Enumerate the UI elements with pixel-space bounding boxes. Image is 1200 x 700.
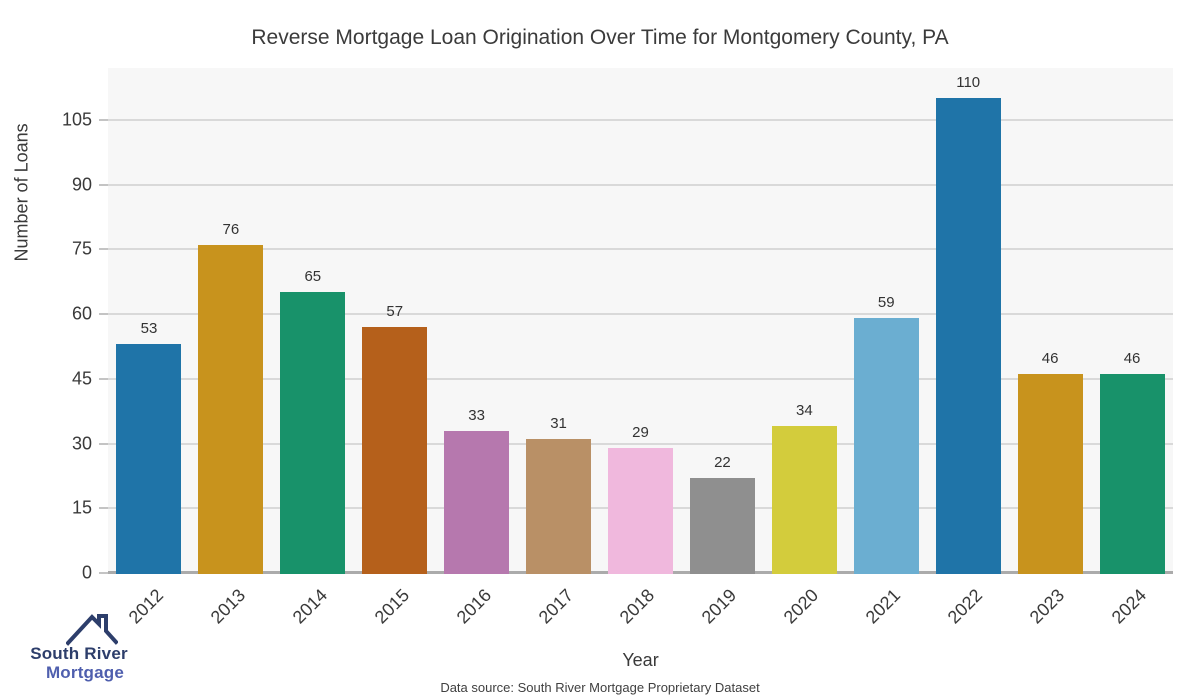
- y-tick-mark-45: [99, 377, 108, 380]
- y-tick-mark-105: [99, 118, 108, 121]
- bar-2023: [1017, 374, 1083, 574]
- bar-2016: [444, 430, 510, 574]
- bar-2013: [198, 244, 264, 574]
- gridline-y-90: [108, 183, 1173, 186]
- chart-title: Reverse Mortgage Loan Origination Over T…: [251, 26, 949, 49]
- x-tick-label-2024: 2024: [1107, 585, 1151, 628]
- bar-value-label-2016: 33: [468, 406, 485, 424]
- y-tick-mark-75: [99, 248, 108, 251]
- y-tick-label-75: 75: [71, 238, 92, 259]
- plot-area: 53 76 65 57 33 31 29 22 34 59 110 46 46: [108, 68, 1173, 574]
- y-tick-mark-60: [99, 313, 108, 316]
- data-source-note: Data source: South River Mortgage Propri…: [440, 680, 760, 695]
- gridline-y-105: [108, 118, 1173, 121]
- bar-value-label-2017: 31: [550, 415, 567, 433]
- y-tick-label-90: 90: [71, 174, 92, 195]
- bar-value-label-2019: 22: [714, 454, 731, 472]
- x-tick-label-2022: 2022: [943, 585, 987, 628]
- x-tick-label-2016: 2016: [452, 585, 495, 628]
- y-tick-mark-0: [99, 572, 108, 574]
- logo-text-line1: South River: [30, 644, 128, 663]
- bar-2012: [116, 344, 182, 574]
- y-tick-label-45: 45: [71, 368, 92, 389]
- y-tick-label-15: 15: [71, 497, 92, 518]
- x-tick-label-2023: 2023: [1025, 585, 1069, 628]
- y-tick-mark-90: [99, 183, 108, 186]
- bar-value-label-2022: 110: [956, 74, 981, 92]
- gridline-y-30: [108, 442, 1173, 445]
- x-tick-label-2014: 2014: [288, 585, 331, 628]
- y-tick-mark-15: [99, 507, 108, 510]
- x-tick-label-2020: 2020: [780, 585, 823, 628]
- x-tick-label-2018: 2018: [616, 585, 659, 628]
- gridline-y-45: [108, 377, 1173, 380]
- bar-2024: [1099, 374, 1165, 574]
- x-tick-label-2019: 2019: [698, 585, 741, 628]
- bar-2014: [280, 292, 346, 574]
- bar-2021: [853, 318, 919, 574]
- bar-2022: [935, 98, 1001, 574]
- gridline-y-60: [108, 313, 1173, 316]
- bar-value-label-2018: 29: [632, 423, 649, 441]
- y-axis-title: Number of Loans: [11, 123, 32, 262]
- y-tick-label-30: 30: [71, 433, 92, 453]
- x-tick-label-2015: 2015: [370, 585, 413, 628]
- bar-value-label-2014: 65: [304, 268, 322, 286]
- bar-value-label-2012: 53: [140, 320, 158, 338]
- bar-value-label-2015: 57: [386, 302, 404, 320]
- south-river-mortgage-logo: South River Mortgage: [14, 608, 144, 690]
- bar-value-label-2024: 46: [1123, 350, 1141, 368]
- bar-2017: [526, 439, 592, 574]
- logo-text-line2: Mortgage: [45, 663, 125, 682]
- bar-value-label-2013: 76: [222, 220, 240, 238]
- bar-2015: [362, 326, 428, 574]
- house-roof-icon: [66, 614, 118, 646]
- x-tick-label-2021: 2021: [861, 585, 905, 628]
- x-tick-label-2017: 2017: [534, 585, 577, 628]
- y-tick-label-105: 105: [61, 109, 92, 130]
- y-tick-label-0: 0: [81, 562, 92, 583]
- bar-value-label-2021: 59: [877, 294, 895, 312]
- bar-2020: [771, 426, 837, 574]
- x-tick-label-2013: 2013: [206, 585, 250, 628]
- y-tick-mark-30: [99, 442, 108, 445]
- x-axis-title: Year: [622, 650, 659, 670]
- bar-value-label-2020: 34: [796, 402, 813, 420]
- y-tick-label-60: 60: [71, 303, 92, 324]
- gridline-y-75: [108, 248, 1173, 251]
- bar-2018: [608, 447, 673, 574]
- bar-value-label-2023: 46: [1041, 350, 1059, 368]
- bar-2019: [689, 478, 755, 574]
